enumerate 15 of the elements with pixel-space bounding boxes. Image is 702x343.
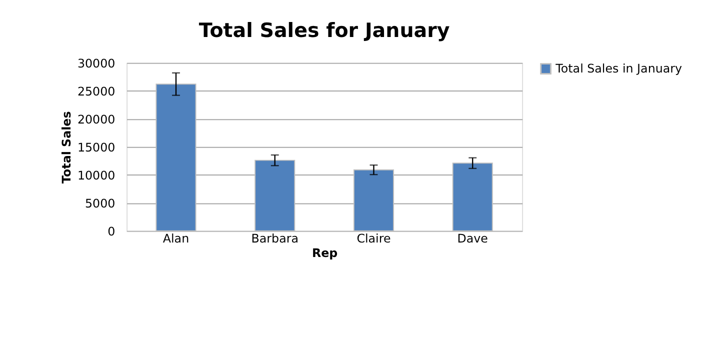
- y-tick-label: 20000: [77, 112, 116, 126]
- y-tick-label: 0: [108, 224, 116, 238]
- legend-label: Total Sales in January: [554, 62, 682, 76]
- x-axis-title: Rep: [312, 246, 338, 260]
- y-tick-label: 15000: [77, 140, 116, 154]
- y-axis-title: Total Sales: [60, 111, 74, 184]
- y-tick-label: 25000: [77, 84, 116, 98]
- x-tick-label: Claire: [356, 231, 391, 246]
- x-tick-label: Dave: [457, 231, 488, 246]
- x-tick-label: Alan: [162, 231, 190, 246]
- y-tick-label: 30000: [77, 56, 116, 70]
- y-tick-label: 10000: [77, 168, 116, 182]
- chart-title: Total Sales for January: [198, 19, 450, 42]
- x-tick-label: Barbara: [251, 231, 298, 246]
- y-tick-label: 5000: [85, 196, 116, 210]
